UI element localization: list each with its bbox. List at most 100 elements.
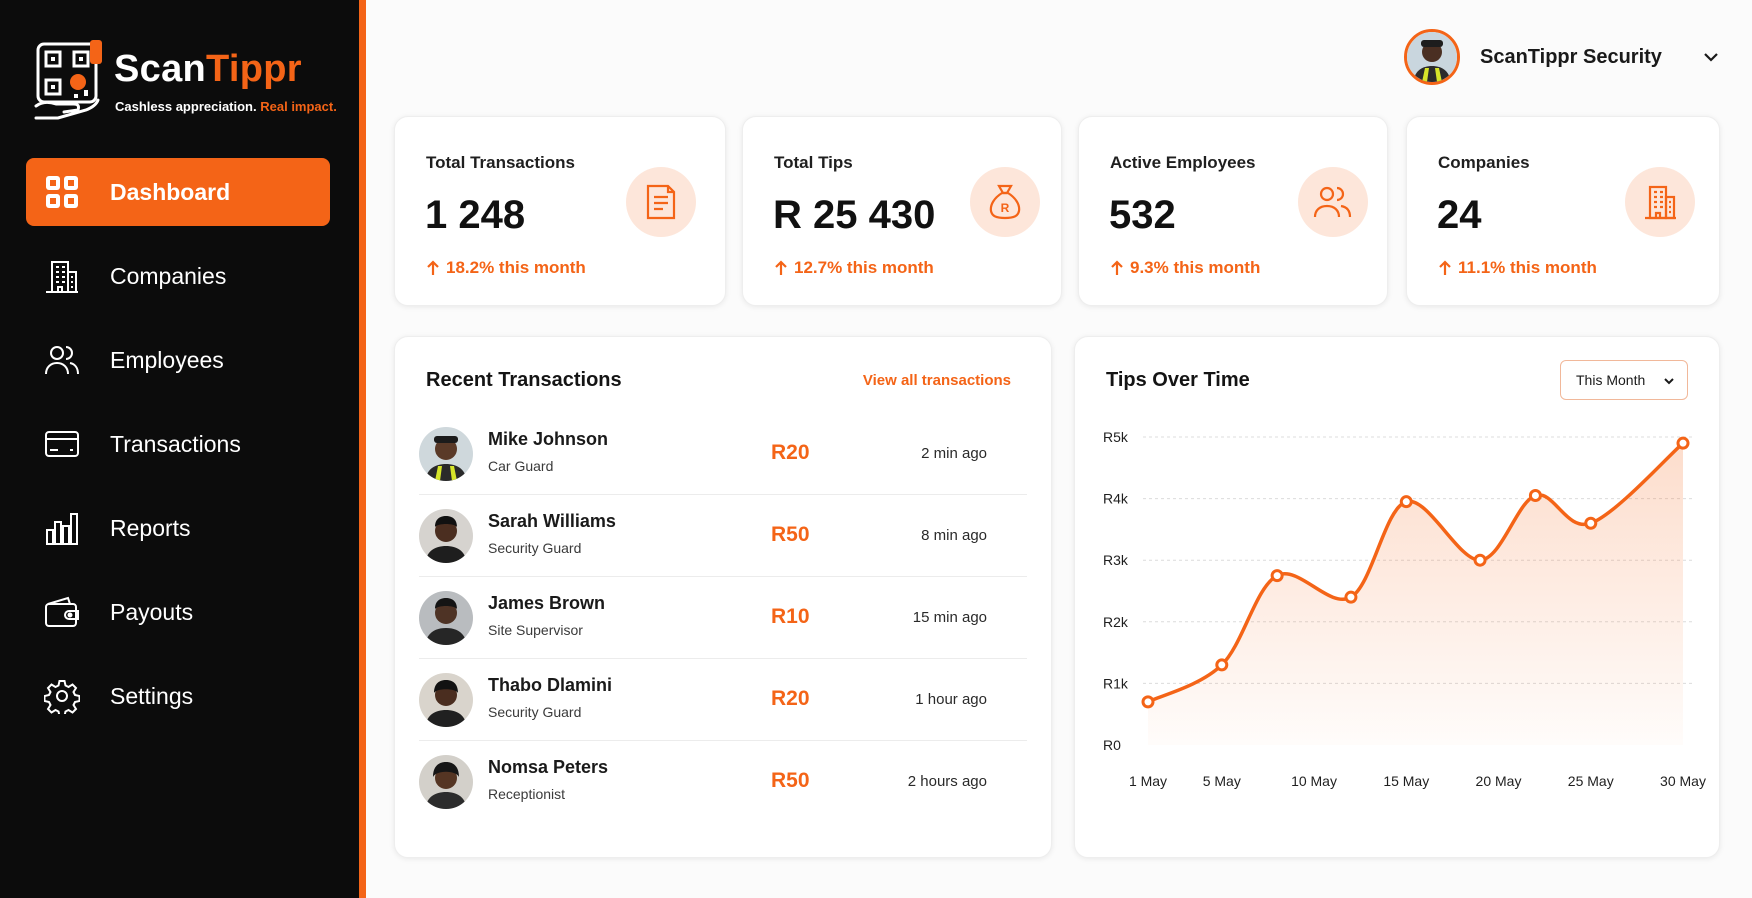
- stat-value: R 25 430: [773, 193, 936, 237]
- data-point: [1584, 516, 1598, 530]
- building-icon: [1645, 185, 1676, 220]
- date-range-select[interactable]: This Month: [1560, 360, 1688, 400]
- employee-role: Security Guard: [488, 704, 582, 720]
- x-tick-label: 25 May: [1568, 773, 1614, 789]
- view-all-transactions-link[interactable]: View all transactions: [862, 372, 1011, 389]
- tip-amount: R50: [771, 769, 810, 792]
- user-menu[interactable]: ScanTippr Security: [1404, 28, 1720, 86]
- x-tick-label: 5 May: [1203, 773, 1241, 789]
- stat-icon-badge: [1298, 167, 1368, 237]
- sidebar-item-dashboard[interactable]: Dashboard: [26, 158, 330, 226]
- employee-role: Security Guard: [488, 540, 582, 556]
- stat-card-total-transactions[interactable]: Total Transactions 1 248 18.2% this mont…: [394, 116, 726, 306]
- brand-tagline: Cashless appreciation. Real impact.: [115, 99, 337, 114]
- employee-role: Site Supervisor: [488, 622, 583, 638]
- sidebar-item-reports[interactable]: Reports: [26, 494, 330, 562]
- x-tick-label: 1 May: [1129, 773, 1167, 789]
- tip-amount: R20: [771, 441, 810, 464]
- x-tick-label: 15 May: [1383, 773, 1429, 789]
- avatar: [419, 755, 473, 809]
- sidebar-item-payouts[interactable]: Payouts: [26, 578, 330, 646]
- data-point: [1215, 658, 1229, 672]
- brand-name: ScanTippr: [114, 48, 302, 90]
- sidebar-item-label: Payouts: [110, 598, 194, 625]
- panel-title: Tips Over Time: [1106, 369, 1250, 391]
- document-icon: [646, 184, 676, 220]
- table-row[interactable]: Thabo Dlamini Security Guard R20 1 hour …: [419, 659, 1027, 741]
- stat-value: 532: [1109, 193, 1176, 237]
- person-avatar-icon: [419, 755, 473, 809]
- date-range-value: This Month: [1576, 372, 1646, 388]
- brand-logo[interactable]: ScanTippr Cashless appreciation. Real im…: [34, 40, 337, 124]
- gear-icon: [44, 680, 80, 714]
- user-name: ScanTippr Security: [1480, 45, 1662, 68]
- timestamp: 15 min ago: [912, 609, 987, 626]
- employee-role: Receptionist: [488, 786, 566, 802]
- avatar: [419, 673, 473, 727]
- stat-change: 9.3% this month: [1110, 258, 1260, 278]
- timestamp: 2 min ago: [921, 445, 987, 462]
- stat-label: Total Transactions: [426, 153, 575, 172]
- x-tick-label: 20 May: [1476, 773, 1522, 789]
- users-icon: [1313, 186, 1352, 218]
- stat-card-total-tips[interactable]: Total Tips R 25 430 12.7% this month R: [742, 116, 1062, 306]
- stat-value: 24: [1437, 193, 1482, 237]
- data-point: [1528, 489, 1542, 503]
- timestamp: 8 min ago: [921, 527, 987, 544]
- avatar: [1404, 29, 1460, 85]
- user-avatar-icon: [1407, 32, 1457, 82]
- sidebar-accent-edge: [359, 0, 366, 898]
- y-tick-label: R4k: [1103, 491, 1129, 507]
- svg-text:R: R: [1001, 201, 1010, 215]
- stat-icon-badge: [1625, 167, 1695, 237]
- stat-value: 1 248: [425, 193, 526, 237]
- wallet-icon: [45, 596, 79, 627]
- table-row[interactable]: Sarah Williams Security Guard R50 8 min …: [419, 495, 1027, 577]
- person-avatar-icon: [419, 509, 473, 563]
- tip-amount: R20: [771, 687, 810, 710]
- qr-hand-logo-icon: [34, 40, 102, 120]
- data-point: [1676, 436, 1690, 450]
- stat-icon-badge: [626, 167, 696, 237]
- sidebar-item-label: Settings: [110, 682, 194, 709]
- arrow-up-icon: [775, 260, 787, 275]
- data-point: [1270, 569, 1284, 583]
- card-icon: [45, 431, 79, 457]
- sidebar-item-transactions[interactable]: Transactions: [26, 410, 330, 478]
- stat-card-active-employees[interactable]: Active Employees 532 9.3% this month: [1078, 116, 1388, 306]
- person-avatar-icon: [419, 427, 473, 481]
- table-row[interactable]: Mike Johnson Car Guard R20 2 min ago: [419, 413, 1027, 495]
- chevron-down-icon[interactable]: [1702, 48, 1720, 66]
- sidebar-item-label: Dashboard: [110, 178, 231, 205]
- series-area: [1148, 443, 1683, 745]
- data-point: [1473, 553, 1487, 567]
- table-row[interactable]: Nomsa Peters Receptionist R50 2 hours ag…: [419, 741, 1027, 823]
- employee-name: Thabo Dlamini: [488, 675, 613, 695]
- recent-transactions-panel: Recent Transactions View all transaction…: [394, 336, 1052, 858]
- data-point: [1399, 495, 1413, 509]
- sidebar-item-companies[interactable]: Companies: [26, 242, 330, 310]
- avatar: [419, 591, 473, 645]
- table-row[interactable]: James Brown Site Supervisor R10 15 min a…: [419, 577, 1027, 659]
- tips-area-chart: R0 R1k R2k R3k R4k R5k 1 May 5 May 10 May 15 May 2…: [1103, 429, 1706, 789]
- employee-name: Nomsa Peters: [488, 757, 609, 777]
- tips-over-time-panel: Tips Over Time This Month R0 R1k R2k R3k R4k…: [1074, 336, 1720, 858]
- sidebar-item-settings[interactable]: Settings: [26, 662, 330, 730]
- sidebar-item-label: Employees: [110, 346, 224, 373]
- employee-name: James Brown: [488, 593, 606, 613]
- sidebar: ScanTippr Cashless appreciation. Real im…: [0, 0, 366, 898]
- stat-icon-badge: R: [970, 167, 1040, 237]
- chevron-down-icon: [1664, 378, 1674, 385]
- y-tick-label: R1k: [1103, 675, 1129, 691]
- stat-change: 12.7% this month: [774, 258, 934, 278]
- stat-card-companies[interactable]: Companies 24 11.1% this month: [1406, 116, 1720, 306]
- stat-label: Total Tips: [774, 153, 853, 172]
- y-tick-label: R0: [1103, 737, 1121, 753]
- employee-name: Sarah Williams: [488, 511, 616, 531]
- tip-amount: R50: [771, 523, 810, 546]
- sidebar-item-employees[interactable]: Employees: [26, 326, 330, 394]
- sidebar-item-label: Reports: [110, 514, 191, 541]
- timestamp: 1 hour ago: [915, 691, 987, 708]
- employee-role: Car Guard: [488, 458, 554, 474]
- tip-amount: R10: [771, 605, 810, 628]
